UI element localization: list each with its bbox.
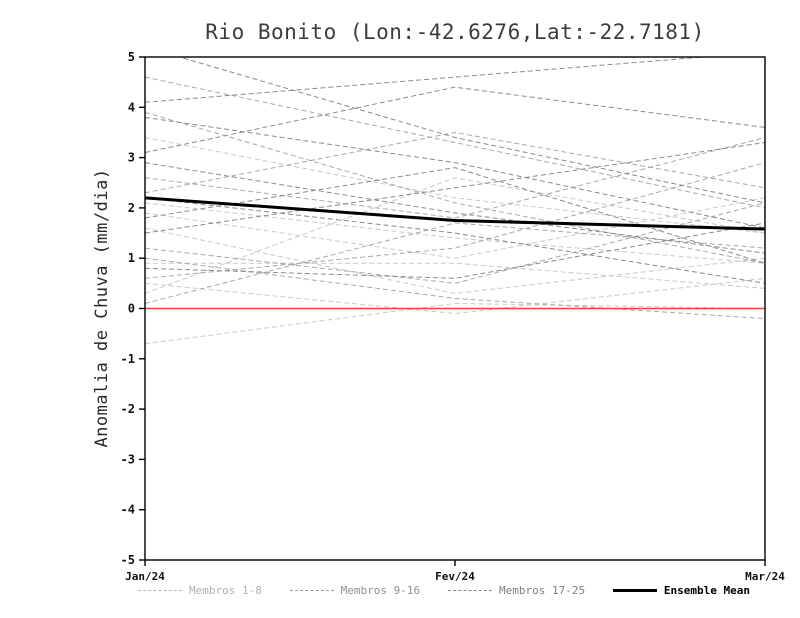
legend-label: Ensemble Mean <box>663 584 750 597</box>
member-line-membro-25 <box>145 167 765 264</box>
y-tick-label: 2 <box>128 201 135 215</box>
legend-swatch <box>138 590 182 591</box>
member-line-membro-15 <box>145 76 765 209</box>
member-line-membro-11 <box>145 202 765 284</box>
x-tick-label: Jan/24 <box>125 570 165 583</box>
y-tick-label: -4 <box>121 503 135 517</box>
x-tick-label: Mar/24 <box>745 570 785 583</box>
member-line-membro-3 <box>145 302 765 345</box>
member-line-membro-18 <box>145 116 765 229</box>
legend-label: Membros 9-16 <box>340 584 421 597</box>
y-tick-label: 0 <box>128 302 135 316</box>
member-line-membro-19 <box>145 197 765 284</box>
chart-legend: Membros 1-8 Membros 9-16 Membros 17-25 Ense… <box>138 584 750 597</box>
member-line-membro-9 <box>145 111 765 264</box>
member-line-membro-12 <box>145 222 765 304</box>
y-tick-label: 1 <box>128 251 135 265</box>
y-tick-label: 4 <box>128 100 135 114</box>
ensemble-mean-line <box>145 196 765 231</box>
member-line-membro-5 <box>145 177 765 294</box>
chart-title: Rio Bonito (Lon:-42.6276,Lat:-22.7181) <box>205 20 705 44</box>
member-line-membro-4 <box>145 202 765 264</box>
y-tick-label: -2 <box>121 402 135 416</box>
member-line-membro-22 <box>145 162 765 254</box>
legend-swatch <box>289 590 334 591</box>
x-tick-label: Fev/24 <box>435 570 475 583</box>
legend-item-ensemble-mean: Ensemble Mean <box>612 584 750 597</box>
legend-item-membros-17-25: Membros 17-25 <box>447 584 586 597</box>
legend-swatch <box>447 590 492 591</box>
y-tick-label: -3 <box>121 452 135 466</box>
member-line-membro-13 <box>145 131 765 194</box>
legend-item-membros-9-16: Membros 9-16 <box>289 584 421 597</box>
member-line-membro-14 <box>145 257 765 320</box>
member-line-membro-17 <box>177 57 765 204</box>
legend-label: Membros 17-25 <box>498 584 586 597</box>
member-line-membro-7 <box>145 136 765 234</box>
member-line-membro-20 <box>145 142 765 234</box>
member-line-membro-23 <box>145 222 765 279</box>
legend-swatch <box>612 589 657 592</box>
y-tick-label: 5 <box>128 50 135 64</box>
member-line-membro-21 <box>145 57 710 103</box>
member-line-membro-10 <box>145 136 765 219</box>
legend-item-membros-1-8: Membros 1-8 <box>138 584 262 597</box>
y-tick-label: -1 <box>121 352 135 366</box>
y-tick-label: 3 <box>128 151 135 165</box>
member-line-membro-2 <box>145 262 765 289</box>
legend-label: Membros 1-8 <box>189 584 262 597</box>
y-tick-label: -5 <box>121 553 135 567</box>
member-line-membro-6 <box>145 197 765 259</box>
member-line-membro-24 <box>145 86 765 154</box>
member-line-membro-1 <box>145 227 765 294</box>
